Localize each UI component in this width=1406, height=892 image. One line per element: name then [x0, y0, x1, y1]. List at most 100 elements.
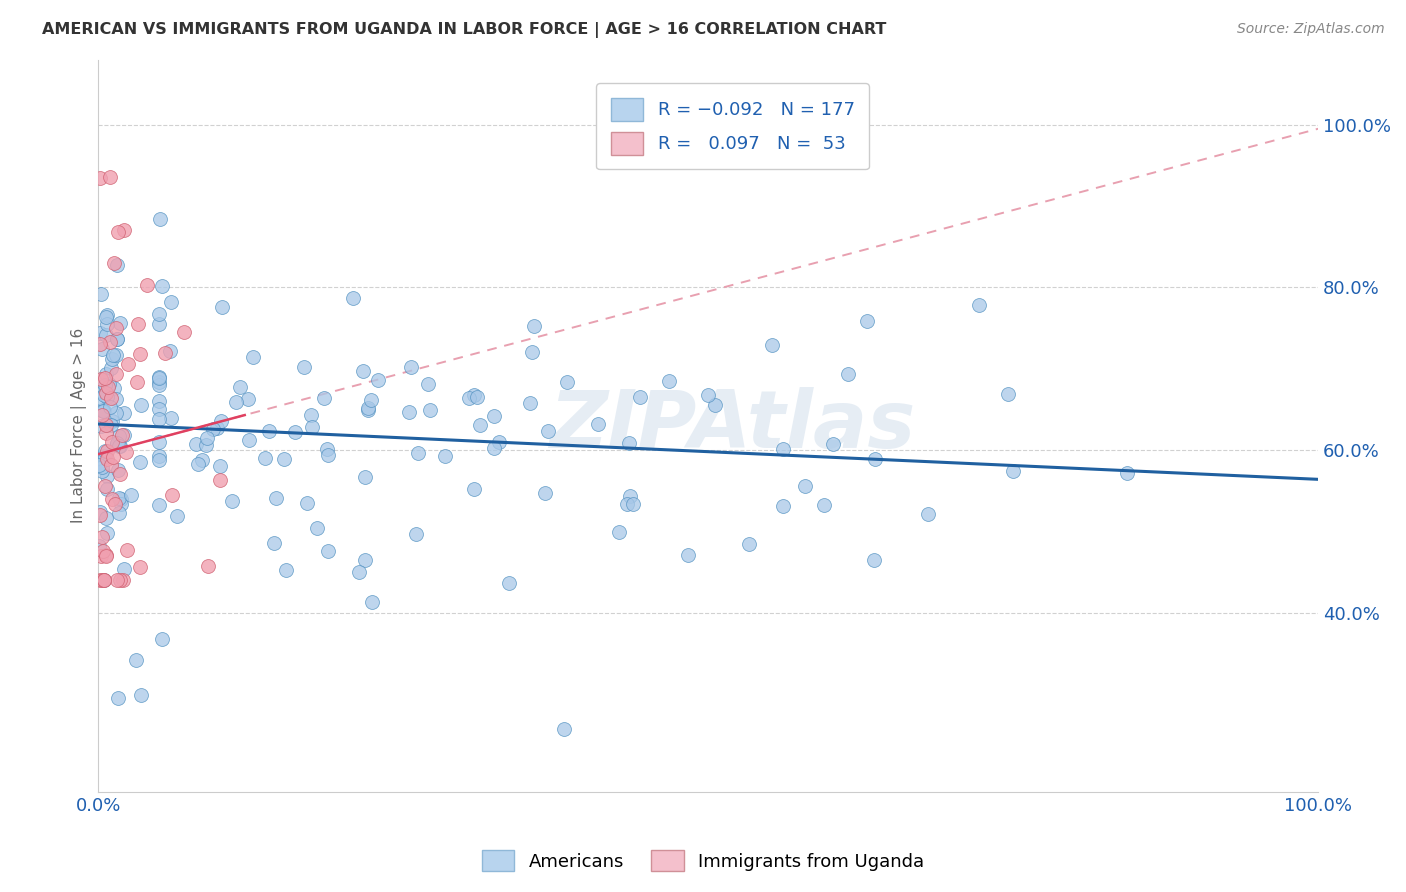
Point — [125, 376, 148, 390]
Point — [108, 316, 131, 330]
Point — [997, 387, 1019, 401]
Point — [148, 435, 170, 450]
Point — [94, 310, 117, 324]
Point — [91, 385, 114, 400]
Point — [314, 392, 336, 406]
Point — [295, 496, 318, 510]
Point — [93, 573, 115, 587]
Point — [91, 464, 114, 478]
Point — [127, 317, 149, 331]
Point — [458, 391, 481, 405]
Point — [150, 278, 173, 293]
Point — [89, 170, 111, 185]
Point — [100, 458, 122, 472]
Point — [221, 493, 243, 508]
Point — [761, 338, 783, 352]
Point — [112, 223, 135, 237]
Point — [94, 417, 117, 432]
Point — [160, 410, 183, 425]
Point — [136, 277, 159, 292]
Point — [772, 442, 794, 456]
Point — [97, 377, 120, 392]
Point — [738, 537, 761, 551]
Point — [90, 287, 112, 301]
Point — [208, 459, 231, 474]
Point — [299, 408, 322, 422]
Point — [107, 491, 129, 506]
Point — [697, 388, 720, 402]
Point — [94, 548, 117, 562]
Point — [354, 469, 377, 483]
Point — [96, 525, 118, 540]
Point — [316, 448, 339, 462]
Point — [104, 406, 127, 420]
Point — [148, 450, 170, 464]
Point — [91, 402, 114, 417]
Point — [148, 370, 170, 384]
Legend: R = −0.092   N = 177, R =   0.097   N =  53: R = −0.092 N = 177, R = 0.097 N = 53 — [596, 83, 869, 169]
Point — [520, 345, 543, 359]
Point — [90, 408, 112, 422]
Point — [100, 351, 122, 366]
Point — [276, 563, 298, 577]
Point — [94, 377, 117, 392]
Point — [89, 392, 111, 406]
Point — [91, 543, 114, 558]
Point — [112, 562, 135, 576]
Point — [89, 573, 111, 587]
Point — [813, 498, 835, 512]
Point — [405, 527, 427, 541]
Point — [148, 498, 170, 512]
Point — [96, 317, 118, 331]
Point — [107, 690, 129, 705]
Point — [131, 688, 153, 702]
Point — [108, 467, 131, 481]
Point — [342, 291, 364, 305]
Point — [89, 326, 111, 341]
Point — [201, 422, 224, 436]
Point — [103, 348, 125, 362]
Point — [129, 346, 152, 360]
Point — [263, 536, 285, 550]
Point — [89, 458, 111, 472]
Point — [93, 403, 115, 417]
Point — [242, 350, 264, 364]
Point — [356, 401, 378, 415]
Point — [586, 417, 609, 431]
Point — [90, 419, 112, 434]
Point — [107, 225, 129, 239]
Text: Source: ZipAtlas.com: Source: ZipAtlas.com — [1237, 22, 1385, 37]
Point — [107, 506, 129, 520]
Point — [186, 437, 208, 451]
Point — [96, 483, 118, 497]
Point — [93, 449, 115, 463]
Point — [96, 451, 118, 466]
Point — [105, 332, 128, 346]
Point — [211, 300, 233, 314]
Point — [115, 543, 138, 558]
Point — [110, 492, 132, 507]
Point — [468, 417, 491, 432]
Point — [96, 418, 118, 433]
Point — [96, 367, 118, 381]
Point — [352, 364, 374, 378]
Point — [93, 573, 115, 587]
Point — [619, 490, 641, 504]
Point — [94, 549, 117, 563]
Point — [488, 434, 510, 449]
Point — [93, 443, 115, 458]
Point — [101, 434, 124, 449]
Point — [120, 488, 142, 502]
Point — [305, 521, 328, 535]
Point — [187, 457, 209, 471]
Point — [628, 390, 651, 404]
Point — [837, 367, 859, 381]
Point — [519, 396, 541, 410]
Point — [194, 437, 217, 451]
Point — [967, 298, 990, 312]
Point — [112, 428, 135, 442]
Point — [360, 393, 382, 408]
Point — [148, 412, 170, 426]
Point — [434, 449, 457, 463]
Point — [101, 491, 124, 506]
